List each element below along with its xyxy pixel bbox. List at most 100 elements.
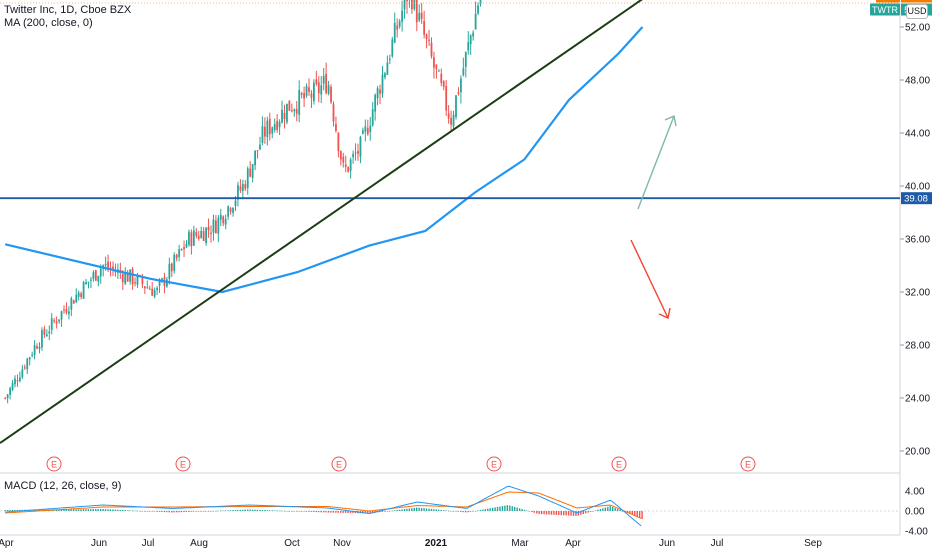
candle-body bbox=[50, 318, 53, 330]
candle-body bbox=[347, 167, 350, 172]
candle-body bbox=[104, 263, 107, 266]
macd-histogram-bar bbox=[266, 510, 268, 511]
macd-histogram-bar bbox=[494, 507, 496, 511]
macd-histogram-bar bbox=[300, 511, 303, 512]
currency-button[interactable]: USD bbox=[906, 4, 928, 19]
macd-histogram-bar bbox=[317, 511, 320, 513]
earnings-marker-label: E bbox=[616, 460, 622, 470]
candle-body bbox=[153, 290, 156, 297]
candle-body bbox=[210, 232, 212, 234]
macd-histogram-bar bbox=[562, 511, 565, 516]
candle-body bbox=[479, 0, 482, 5]
macd-histogram-bar bbox=[197, 511, 200, 512]
time-axis-label: 2021 bbox=[425, 538, 448, 549]
candle-body bbox=[75, 294, 78, 303]
macd-histogram-bar bbox=[415, 507, 418, 511]
time-axis-label: Nov bbox=[333, 538, 351, 549]
macd-histogram-bar bbox=[210, 511, 212, 512]
candle-body bbox=[90, 279, 92, 281]
candle-body bbox=[276, 120, 279, 131]
macd-histogram-bar bbox=[175, 511, 178, 513]
candle-body bbox=[158, 281, 161, 286]
macd-histogram-bar bbox=[592, 511, 594, 512]
macd-histogram-bar bbox=[4, 510, 6, 511]
macd-histogram-bar bbox=[536, 511, 538, 514]
macd-histogram-bar bbox=[313, 511, 315, 512]
candle-body bbox=[121, 273, 124, 283]
macd-histogram-bar bbox=[340, 511, 342, 513]
candle-body bbox=[82, 282, 85, 299]
candle-body bbox=[420, 12, 423, 19]
macd-histogram-bar bbox=[445, 510, 447, 512]
macd-histogram-bar bbox=[460, 511, 462, 512]
macd-histogram-bar bbox=[63, 509, 65, 511]
macd-histogram-bar bbox=[283, 510, 286, 512]
macd-histogram-bar bbox=[599, 508, 602, 511]
macd-histogram-bar bbox=[513, 506, 516, 511]
macd-histogram-bar bbox=[224, 510, 227, 512]
candle-body bbox=[23, 367, 26, 369]
macd-histogram-bar bbox=[616, 508, 619, 511]
macd-histogram-bar bbox=[173, 511, 175, 513]
earnings-marker: E bbox=[740, 456, 756, 472]
candle-body bbox=[349, 159, 352, 171]
candle-body bbox=[437, 70, 440, 72]
candle-body bbox=[374, 94, 377, 112]
macd-histogram-bar bbox=[310, 511, 313, 512]
candle-body bbox=[173, 254, 176, 271]
candle-body bbox=[366, 128, 369, 135]
macd-histogram-bar bbox=[604, 507, 607, 511]
time-axis-label: Jul bbox=[142, 538, 155, 549]
candle-body bbox=[217, 217, 220, 234]
macd-histogram-bar bbox=[389, 510, 391, 512]
macd-histogram-bar bbox=[442, 510, 445, 511]
macd-histogram-bar bbox=[366, 511, 369, 514]
macd-histogram-bar bbox=[403, 509, 406, 511]
candle-body bbox=[440, 73, 443, 83]
price-tick-label: 24.00 bbox=[905, 394, 930, 405]
candle-body bbox=[6, 394, 9, 399]
macd-histogram-bar bbox=[423, 508, 425, 511]
macd-histogram-bar bbox=[19, 509, 21, 511]
macd-histogram-bar bbox=[501, 506, 504, 511]
earnings-marker-label: E bbox=[180, 460, 186, 470]
candle-body bbox=[335, 123, 337, 131]
macd-histogram-bar bbox=[447, 510, 450, 512]
candle-body bbox=[131, 268, 134, 285]
macd-histogram-bar bbox=[450, 510, 452, 512]
macd-histogram-bar bbox=[496, 506, 499, 511]
macd-histogram-bar bbox=[163, 511, 166, 513]
macd-histogram-bar bbox=[242, 509, 244, 511]
macd-histogram-bar bbox=[146, 511, 148, 512]
candle-body bbox=[175, 254, 178, 259]
candle-body bbox=[148, 288, 151, 290]
earnings-marker-circle bbox=[486, 456, 502, 472]
macd-histogram-bar bbox=[112, 509, 114, 511]
macd-histogram-bar bbox=[11, 509, 14, 511]
macd-histogram-bar bbox=[611, 506, 614, 511]
candle-body bbox=[183, 246, 185, 250]
candle-body bbox=[212, 219, 215, 233]
macd-histogram-bar bbox=[82, 509, 85, 511]
macd-histogram-bar bbox=[342, 511, 344, 513]
candle-body bbox=[425, 34, 428, 40]
candle-body bbox=[41, 330, 43, 348]
macd-histogram-bar bbox=[72, 509, 75, 511]
macd-histogram-bar bbox=[237, 509, 239, 511]
candle-body bbox=[430, 42, 433, 57]
candle-body bbox=[99, 268, 102, 277]
macd-histogram-bar bbox=[347, 511, 349, 513]
macd-histogram-bar bbox=[597, 509, 599, 511]
candle-body bbox=[401, 10, 403, 22]
candle-body bbox=[263, 126, 266, 137]
macd-histogram-bar bbox=[322, 511, 325, 513]
macd-histogram-bar bbox=[104, 509, 107, 511]
candle-body bbox=[371, 109, 374, 126]
candle-body bbox=[65, 308, 68, 313]
macd-histogram bbox=[4, 505, 643, 519]
candle-body bbox=[134, 282, 136, 284]
macd-histogram-bar bbox=[278, 510, 281, 512]
macd-histogram-bar bbox=[428, 508, 430, 511]
